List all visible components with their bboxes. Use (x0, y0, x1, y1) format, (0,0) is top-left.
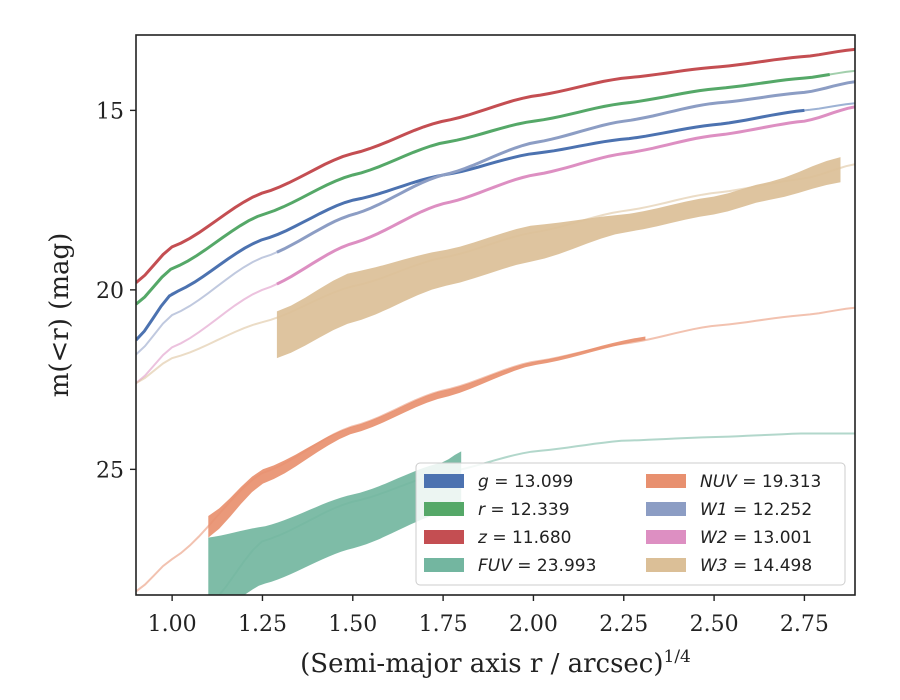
model-curve-g (136, 102, 855, 341)
x-tick-label: 1.25 (238, 612, 287, 637)
legend-swatch-z (424, 530, 464, 544)
legend-swatch-w2 (646, 530, 686, 544)
x-tick-label: 2.75 (780, 612, 829, 637)
profile-curve-z (136, 47, 855, 284)
y-tick-label: 15 (96, 99, 124, 124)
legend-swatch-nuv (646, 474, 686, 488)
profile-band-w3 (276, 157, 841, 359)
y-tick-label: 20 (96, 279, 124, 304)
profile-band-fuv (208, 451, 462, 595)
x-axis-label-superscript: 1/4 (664, 647, 691, 667)
legend: g = 13.099 r = 12.339 z = 11.680 FUV = 23.9… (415, 462, 846, 586)
legend-swatch-g (424, 474, 464, 488)
legend-swatch-w3 (646, 558, 686, 572)
x-tick-label: 1.75 (419, 612, 468, 637)
legend-label-nuv: NUV = 19.313 (700, 472, 821, 492)
legend-label-g: g = 13.099 (478, 472, 573, 492)
x-axis-label: (Semi-major axis r / arcsec)1/4 (300, 647, 691, 679)
plot-area (136, 47, 855, 595)
x-tick-label: 2.00 (509, 612, 558, 637)
x-tick-label: 1.00 (148, 612, 197, 637)
axes-frame (135, 34, 856, 596)
legend-swatch-fuv (424, 558, 464, 572)
x-tick-label: 2.25 (599, 612, 648, 637)
legend-swatch-w1 (646, 502, 686, 516)
y-tick-label: 25 (96, 458, 124, 483)
legend-label-w2: W2 = 13.001 (700, 528, 812, 548)
profile-curve-r (136, 73, 830, 306)
legend-label-r: r = 12.339 (478, 500, 570, 520)
legend-label-w3: W3 = 14.498 (700, 556, 812, 576)
x-axis-label-text: (Semi-major axis r / arcsec) (300, 649, 663, 679)
profile-curve-w1 (276, 80, 855, 254)
profile-curve-g (136, 108, 805, 342)
legend-label-z: z = 11.680 (477, 528, 571, 548)
legend-swatch-r (424, 502, 464, 516)
x-axis: 1.00 1.25 1.50 1.75 2.00 2.25 2.50 2.75 (148, 595, 829, 637)
y-axis: 15 20 25 (96, 99, 136, 483)
profile-curve-w2 (276, 105, 855, 286)
x-tick-label: 2.50 (690, 612, 739, 637)
legend-label-fuv: FUV = 23.993 (478, 556, 596, 576)
legend-label-w1: W1 = 12.252 (700, 500, 812, 520)
x-tick-label: 1.50 (328, 612, 377, 637)
legend-box (415, 462, 846, 586)
model-curve-w1 (136, 80, 855, 356)
y-axis-label: m(<r) (mag) (45, 233, 75, 398)
